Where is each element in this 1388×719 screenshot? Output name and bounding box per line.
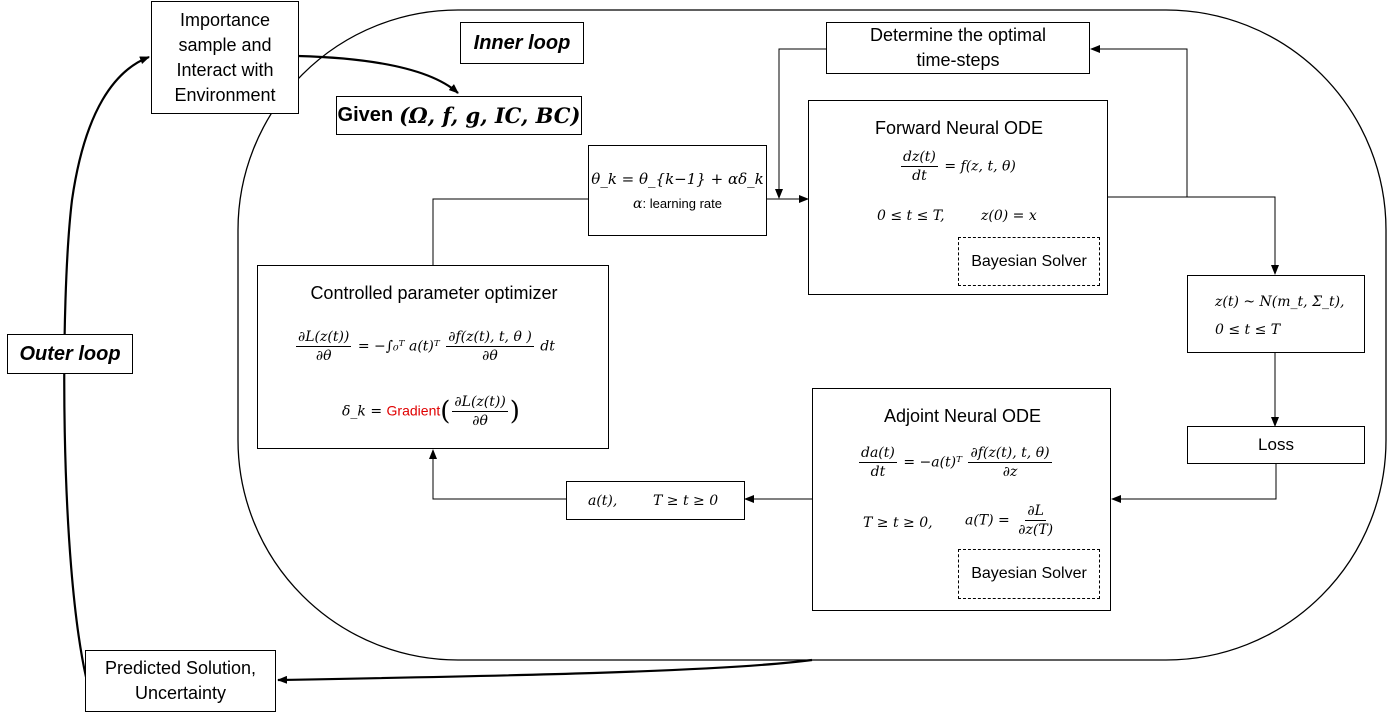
alpha-symbol: α — [633, 195, 643, 212]
output-to-optimizer-arrow — [429, 449, 566, 500]
adjoint-output-right: T ≥ t ≥ 0 — [653, 493, 719, 509]
optimizer-f-denominator: ∂θ — [482, 348, 498, 364]
optimizer-delta-numerator: ∂L(z(t)) — [452, 394, 508, 412]
forward-to-timesteps-arrow — [1090, 45, 1188, 197]
forward-range: 0 ≤ t ≤ T, — [877, 208, 945, 224]
inner-loop-label: Inner loop — [473, 31, 571, 54]
learning-rate-text: : learning rate — [642, 195, 722, 211]
optimizer-delta-denominator: ∂θ — [472, 413, 488, 429]
adjoint-ode-title: Adjoint Neural ODE — [883, 406, 1042, 426]
close-paren: ) — [509, 396, 520, 427]
adjoint-cond-lhs: a(T) = — [965, 512, 1010, 529]
adjoint-eq-denominator: dt — [870, 464, 886, 480]
forward-eq-denominator: dt — [912, 168, 927, 184]
optimizer-grad-numerator: ∂L(z(t)) — [296, 329, 352, 347]
forward-ode-equation: dz(t) dt = f(z, t, θ) — [899, 149, 1016, 184]
forward-ode-box: Forward Neural ODE dz(t) dt = f(z, t, θ) … — [808, 100, 1108, 295]
importance-line-1: Importance — [179, 9, 271, 30]
timesteps-line-2: time-steps — [916, 50, 1000, 70]
optimizer-grad-denominator: ∂θ — [315, 348, 332, 364]
distribution-box: z(t) ~ N(m_t, Σ_t), 0 ≤ t ≤ T — [1187, 275, 1365, 353]
adjoint-bayesian-solver-label: Bayesian Solver — [971, 565, 1087, 582]
timesteps-line-1: Determine the optimal — [869, 25, 1047, 45]
optimizer-dt: dt — [540, 338, 555, 355]
given-arguments: (Ω, f, g, IC, BC) — [399, 103, 581, 128]
given-word: Given — [337, 104, 394, 126]
forward-eq-rhs: = f(z, t, θ) — [944, 158, 1016, 175]
optimizer-delta-equation: δ_k = Gradient(∂L(z(t)) ∂θ) — [342, 394, 520, 429]
optimizer-box: Controlled parameter optimizer ∂L(z(t)) ∂… — [257, 265, 609, 449]
adjoint-range: T ≥ t ≥ 0, — [863, 515, 933, 531]
parameter-update-box: θ_k = θ_{k−1} + αδ_k α: learning rate — [588, 145, 767, 236]
adjoint-output-box: a(t), T ≥ t ≥ 0 — [566, 481, 745, 520]
adjoint-bayesian-solver-box: Bayesian Solver — [958, 549, 1100, 599]
adjoint-terminal-condition: a(T) = ∂L ∂z(T) — [965, 503, 1057, 538]
inner-loop-label-box: Inner loop — [460, 22, 584, 64]
optimizer-integral: = −∫₀ᵀ a(t)ᵀ — [357, 338, 440, 355]
loss-label: Loss — [1258, 435, 1294, 454]
given-box: Given (Ω, f, g, IC, BC) — [336, 96, 582, 135]
adjoint-output-left: a(t), — [588, 493, 618, 509]
adjoint-eq-rhs-numerator: ∂f(z(t), t, θ) — [968, 445, 1052, 463]
adjoint-cond-numerator: ∂L — [1025, 503, 1046, 521]
importance-line-4: Environment — [174, 84, 276, 105]
loss-box: Loss — [1187, 426, 1365, 464]
adjoint-eq-rhs-denominator: ∂z — [1002, 464, 1018, 480]
forward-bayesian-solver-box: Bayesian Solver — [958, 237, 1100, 286]
optimizer-to-update-line — [432, 198, 588, 265]
distribution-line-1: z(t) ~ N(m_t, Σ_t), — [1215, 294, 1345, 310]
forward-ode-title: Forward Neural ODE — [874, 118, 1044, 138]
distribution-line-2: 0 ≤ t ≤ T — [1215, 322, 1281, 338]
open-paren: ( — [440, 396, 451, 427]
optimizer-delta-lhs: δ_k = — [342, 403, 383, 420]
update-equation: θ_k = θ_{k−1} + αδ_k — [591, 169, 764, 188]
forward-bayesian-solver-label: Bayesian Solver — [971, 252, 1087, 270]
optimizer-title: Controlled parameter optimizer — [310, 283, 558, 303]
outer-loop-arrow-up — [63, 55, 150, 678]
forward-eq-numerator: dz(t) — [901, 149, 938, 167]
importance-to-given-arrow — [297, 54, 459, 94]
importance-line-3: Interact with — [176, 59, 274, 80]
predicted-line-2: Uncertainty — [134, 683, 227, 703]
predicted-line-1: Predicted Solution, — [104, 658, 257, 678]
optimizer-f-numerator: ∂f(z(t), t, θ ) — [446, 329, 534, 347]
timesteps-box: Determine the optimal time-steps — [826, 22, 1090, 74]
forward-to-distribution-arrow — [1108, 196, 1279, 275]
optimizer-gradient-word: Gradient — [386, 402, 441, 419]
outer-loop-label: Outer loop — [19, 342, 121, 365]
importance-line-2: sample and — [178, 34, 272, 55]
adjoint-ode-equation: da(t) dt = −a(t)ᵀ ∂f(z(t), t, θ) ∂z — [857, 445, 1054, 480]
adjoint-eq-mid: = −a(t)ᵀ — [903, 454, 962, 471]
timesteps-to-forward-arrow — [775, 48, 826, 199]
adjoint-eq-numerator: da(t) — [859, 445, 897, 463]
forward-initial-condition: z(0) = x — [981, 208, 1037, 224]
outer-loop-label-box: Outer loop — [7, 334, 133, 374]
importance-sample-box: Importance sample and Interact with Envi… — [151, 1, 299, 114]
adjoint-ode-box: Adjoint Neural ODE da(t) dt = −a(t)ᵀ ∂f(z… — [812, 388, 1111, 611]
predicted-solution-box: Predicted Solution, Uncertainty — [85, 650, 276, 712]
adjoint-cond-denominator: ∂z(T) — [1018, 522, 1054, 538]
optimizer-gradient-equation: ∂L(z(t)) ∂θ = −∫₀ᵀ a(t)ᵀ ∂f(z(t), t, θ ) ∂… — [294, 329, 555, 364]
inner-to-predicted-arrow — [277, 658, 813, 684]
loss-to-adjoint-arrow — [1111, 464, 1277, 503]
learning-rate-line: α: learning rate — [633, 196, 722, 212]
